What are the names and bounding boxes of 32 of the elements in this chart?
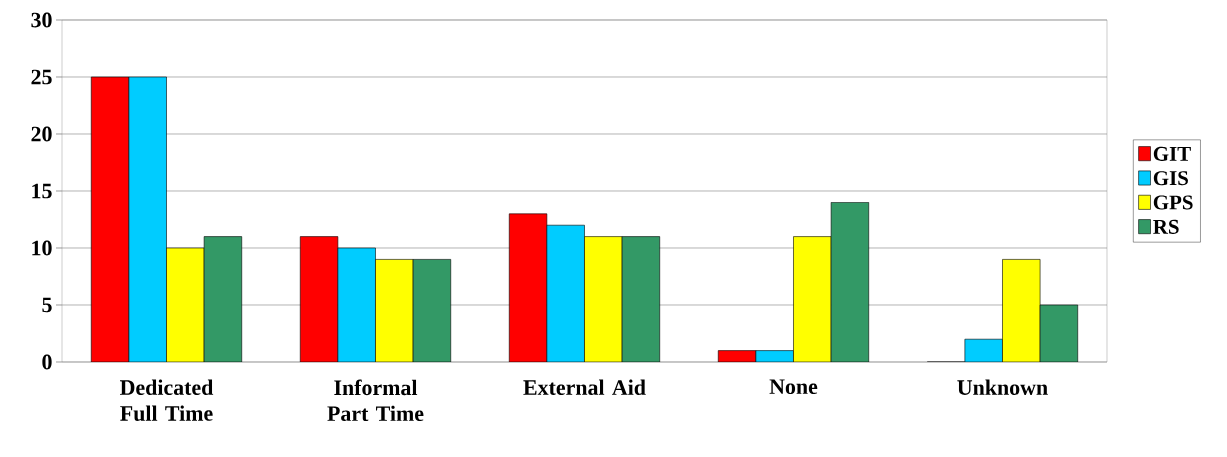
bar [621, 236, 661, 362]
legend-label: GIT [1153, 146, 1191, 161]
bar [375, 259, 414, 362]
x-tick-label: Unknown [957, 379, 1048, 395]
bar [413, 259, 451, 362]
bar [300, 236, 338, 362]
bar [90, 76, 130, 362]
bar [546, 224, 585, 362]
y-tick-label: 10 [32, 240, 52, 256]
y-tick-label: 5 [42, 297, 52, 313]
x-tick-label: None [769, 379, 818, 395]
legend-label: GPS [1153, 195, 1193, 210]
x-tick-label: Dedicated Full Time [120, 379, 214, 421]
legend-label: RS [1153, 219, 1179, 234]
bar [128, 76, 167, 362]
x-tick-label: External Aid [523, 379, 646, 395]
legend-label: GIS [1153, 171, 1188, 186]
bar [166, 247, 205, 362]
y-tick-label: 0 [42, 354, 52, 370]
x-tick-label: Informal Part Time [327, 379, 424, 422]
y-tick-label: 25 [31, 69, 52, 85]
bar [203, 236, 243, 362]
bar [508, 213, 548, 362]
bar [830, 202, 870, 362]
bar [1039, 304, 1079, 362]
bar [584, 236, 623, 362]
bar [1002, 259, 1041, 362]
y-tick-label: 20 [31, 126, 52, 142]
y-tick-label: 15 [32, 183, 52, 199]
y-tick-label: 30 [31, 12, 52, 28]
bar [337, 248, 376, 362]
bar [793, 236, 832, 362]
